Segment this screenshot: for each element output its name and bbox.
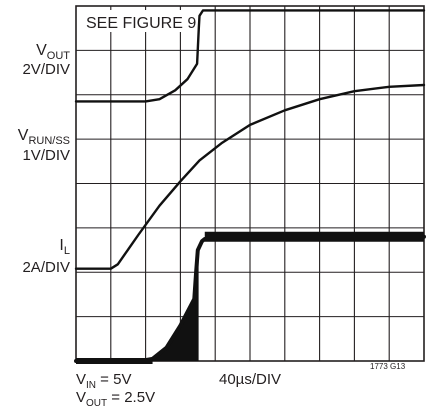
il-settled-band (204, 231, 424, 242)
scope-traces (74, 9, 426, 364)
vout-trace (74, 9, 426, 103)
vin-condition: VIN = 5V (76, 371, 131, 391)
il-ripple-band (152, 258, 198, 361)
trace-label-scale: 1V/DIV (22, 147, 70, 164)
scope-grid (75, 5, 425, 362)
trace-label-main: I (59, 237, 63, 254)
figure-id: 1773 G13 (370, 362, 406, 371)
trace-label-name: IL (59, 237, 70, 257)
vin-value: = 5V (96, 371, 131, 388)
trace-label-scale: 2V/DIV (22, 61, 70, 78)
vin-sub: IN (86, 380, 96, 391)
vout-sub: OUT (86, 398, 107, 406)
trace-label-name: VRUN/SS (18, 127, 70, 147)
trace-label-main: V (18, 127, 29, 144)
trace-label-scale: 2A/DIV (22, 259, 70, 276)
trace-label-sub: RUN/SS (28, 135, 70, 147)
trace-label-main: V (36, 42, 47, 59)
title-backdrop (81, 10, 195, 32)
vrunss-trace (74, 83, 426, 270)
vin-main: V (76, 371, 86, 388)
trace-label-sub: L (64, 245, 70, 257)
trace-label-name: VOUT (36, 42, 70, 62)
il-baseline-band (76, 358, 153, 364)
vout-main: V (76, 389, 86, 406)
vout-condition: VOUT = 2.5V (76, 389, 155, 406)
chart-title: SEE FIGURE 9 (86, 15, 196, 32)
vout-value: = 2.5V (107, 389, 155, 406)
x-scale-label: 40µs/DIV (219, 371, 281, 388)
trace-label-sub: OUT (47, 50, 71, 62)
